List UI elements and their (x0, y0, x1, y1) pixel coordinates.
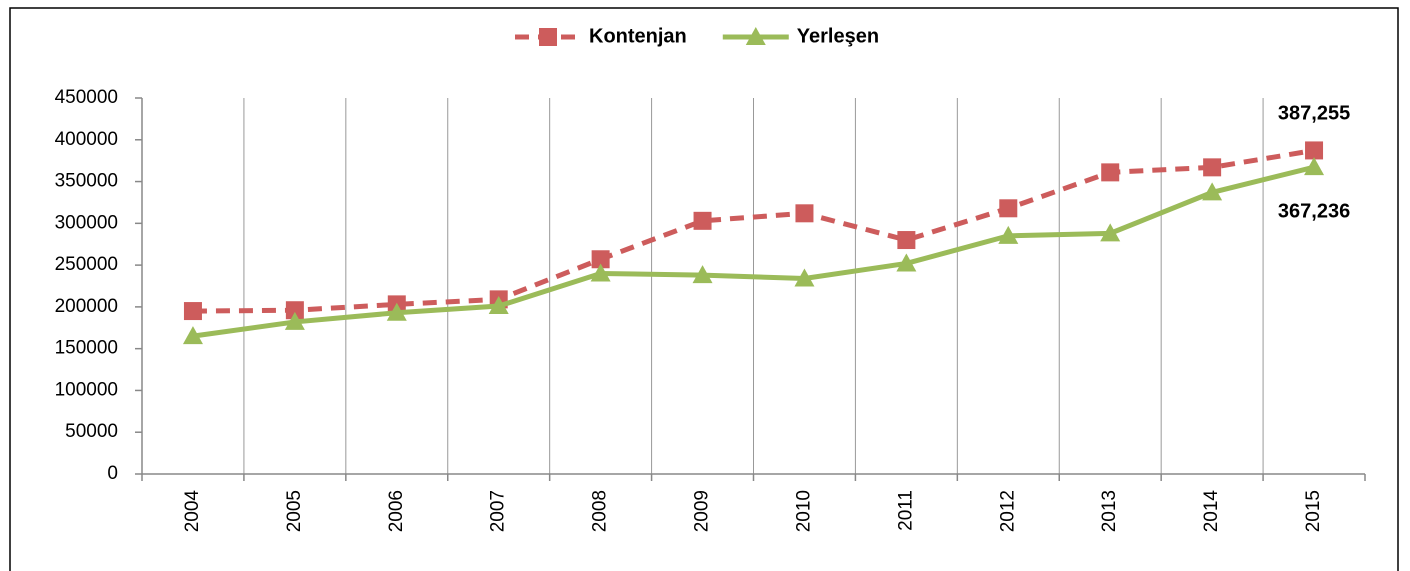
point-marker (183, 302, 202, 321)
y-tick-label: 300000 (55, 212, 118, 233)
point-marker (897, 231, 916, 250)
x-tick-label: 2015 (1303, 490, 1324, 532)
y-tick-label: 0 (107, 463, 118, 484)
point-marker (693, 211, 712, 230)
y-tick-label: 50000 (65, 421, 118, 442)
x-tick-label: 2013 (1099, 490, 1120, 532)
legend-label: Kontenjan (589, 25, 687, 47)
point-marker (386, 302, 407, 321)
point-marker (1305, 141, 1324, 160)
x-tick-label: 2006 (386, 490, 407, 532)
series-line (192, 147, 1315, 314)
x-tick-label: 2010 (793, 490, 814, 532)
y-tick-label: 200000 (55, 296, 118, 317)
x-tick-label: 2004 (182, 490, 203, 533)
y-tick-label: 450000 (55, 87, 118, 108)
point-marker (591, 250, 610, 269)
y-tick-label: 100000 (55, 379, 118, 400)
y-tick-label: 250000 (55, 254, 118, 275)
point-marker (285, 301, 304, 320)
point-marker (794, 268, 815, 287)
point-marker (182, 326, 203, 345)
x-tick-label: 2009 (692, 490, 713, 532)
point-marker (590, 263, 611, 282)
point-marker (896, 253, 917, 272)
point-marker (539, 28, 557, 46)
x-tick-label: 2005 (284, 490, 305, 532)
point-marker (692, 265, 713, 284)
chart-frame (9, 7, 1399, 571)
x-tick-label: 2012 (997, 490, 1018, 532)
point-marker (1101, 163, 1120, 182)
data-label: 367,236 (1278, 200, 1350, 222)
point-marker (488, 296, 509, 315)
point-marker (1203, 158, 1222, 177)
point-marker (745, 27, 766, 45)
y-tick-label: 400000 (55, 129, 118, 150)
x-tick-label: 2008 (590, 490, 611, 532)
x-tick-label: 2014 (1201, 490, 1222, 533)
x-tick-label: 2011 (895, 490, 916, 531)
point-marker (1202, 182, 1223, 201)
y-tick-label: 150000 (55, 338, 118, 359)
series-line (192, 164, 1315, 339)
legend-label: Yerleşen (797, 25, 879, 47)
point-marker (999, 199, 1018, 218)
point-marker (795, 204, 814, 223)
point-marker (284, 311, 305, 330)
data-label: 387,255 (1278, 103, 1350, 125)
point-marker (1304, 157, 1325, 176)
point-marker (1100, 223, 1121, 242)
y-tick-label: 350000 (55, 171, 118, 192)
x-tick-label: 2007 (488, 490, 509, 532)
point-marker (998, 225, 1019, 244)
